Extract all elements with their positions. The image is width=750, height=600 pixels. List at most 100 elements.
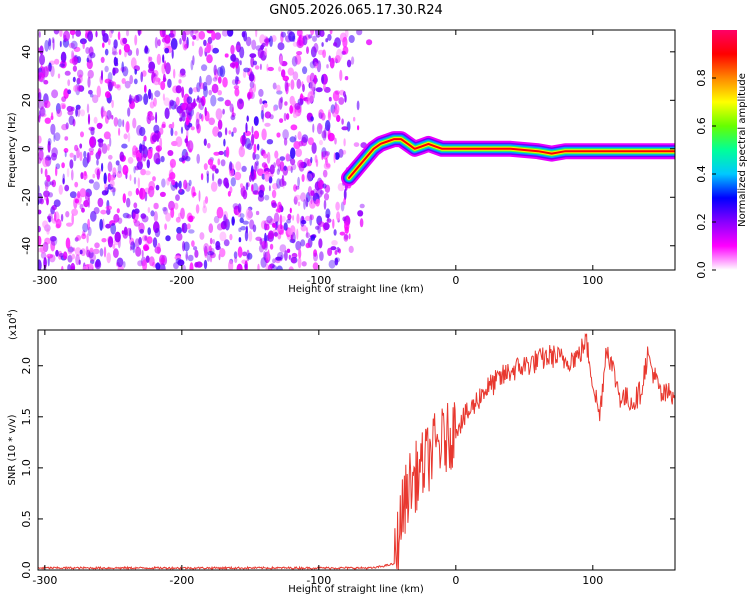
noise-cell [180,126,184,134]
noise-cell [329,57,335,69]
noise-cell [254,161,257,173]
noise-cell [134,34,138,46]
noise-cell [184,43,189,49]
noise-cell [229,103,234,113]
noise-cell [255,30,258,38]
x-tick-label: -300 [32,274,57,287]
noise-cell [166,177,170,186]
noise-cell [267,264,273,270]
noise-cell [72,52,75,62]
noise-cell [133,166,136,174]
noise-cell [59,30,63,37]
noise-cell [272,82,277,90]
noise-cell [284,101,288,106]
noise-cell [289,95,295,106]
noise-cell [186,96,193,104]
noise-cell [213,215,220,224]
noise-cell [74,237,79,242]
noise-cell [313,42,319,53]
noise-cell [255,210,260,216]
noise-cell [79,143,83,149]
noise-cell [147,227,151,236]
noise-cell [171,48,174,59]
noise-cell [337,182,345,192]
noise-cell [332,218,335,229]
noise-cell [334,152,340,160]
noise-cell [110,180,115,188]
noise-cell [183,241,190,252]
noise-cell [318,112,323,119]
snr-frame [37,329,676,571]
noise-cell [38,88,41,98]
noise-cell [304,215,311,222]
noise-cell [82,222,89,233]
noise-cell [43,79,49,85]
x-tick-label: -100 [306,574,331,587]
noise-cell [217,97,224,102]
noise-cell [212,173,215,182]
noise-cell [151,134,158,143]
noise-cell [192,35,197,40]
y-tick-label: 0.5 [20,510,33,528]
noise-cell [336,246,340,253]
noise-cell [167,176,173,182]
noise-cell [137,30,141,36]
noise-cell [326,218,332,223]
noise-cell [173,68,176,79]
noise-cell [252,83,257,93]
noise-cell [333,229,337,236]
noise-cell [189,262,194,270]
noise-cell [346,121,351,132]
noise-cell [178,157,185,162]
noise-cell [321,151,324,161]
snr-panel: -300 -200 -100 0 100 0.0 0.5 1.0 1.5 2.0 Height … [6,309,676,595]
noise-cell [312,35,317,42]
noise-cell [107,79,114,89]
noise-cell [55,249,59,257]
noise-cell [64,136,69,141]
noise-cell [285,113,290,120]
noise-cell [319,139,323,146]
noise-cell [185,254,189,260]
noise-cell [230,44,235,55]
noise-cell [153,124,160,134]
noise-cell [272,183,279,190]
noise-cell [257,143,260,151]
noise-cell [67,79,71,87]
noise-cell [300,219,307,225]
noise-cell [323,199,327,210]
noise-cell [147,207,151,213]
noise-cell [159,191,166,197]
noise-cell [356,100,360,111]
noise-cell [123,43,130,53]
noise-cell [103,131,111,140]
noise-cell [240,183,244,189]
noise-cell [47,138,52,146]
noise-cell [42,220,49,229]
y-tick-label: 0 [20,145,33,152]
noise-cell [129,74,134,85]
noise-cell [231,131,234,137]
noise-cell [49,254,56,263]
noise-cell [315,225,320,230]
noise-cell [181,30,187,42]
noise-cell [67,89,72,95]
noise-cell [342,46,349,55]
noise-cell [334,250,338,255]
noise-cell [44,237,51,245]
noise-cell [252,190,260,195]
noise-cell [179,117,183,122]
noise-cell [89,137,94,147]
noise-cell [159,137,163,149]
noise-cell [204,249,208,258]
noise-cell [336,48,343,61]
noise-cell [113,117,119,127]
x-tick-label: 100 [582,274,603,287]
noise-cell [328,96,332,102]
noise-cell [101,162,104,172]
noise-cell [179,104,183,114]
noise-cell [274,150,279,159]
noise-cell [263,102,268,108]
noise-cell [162,77,167,82]
noise-cell [199,113,202,120]
